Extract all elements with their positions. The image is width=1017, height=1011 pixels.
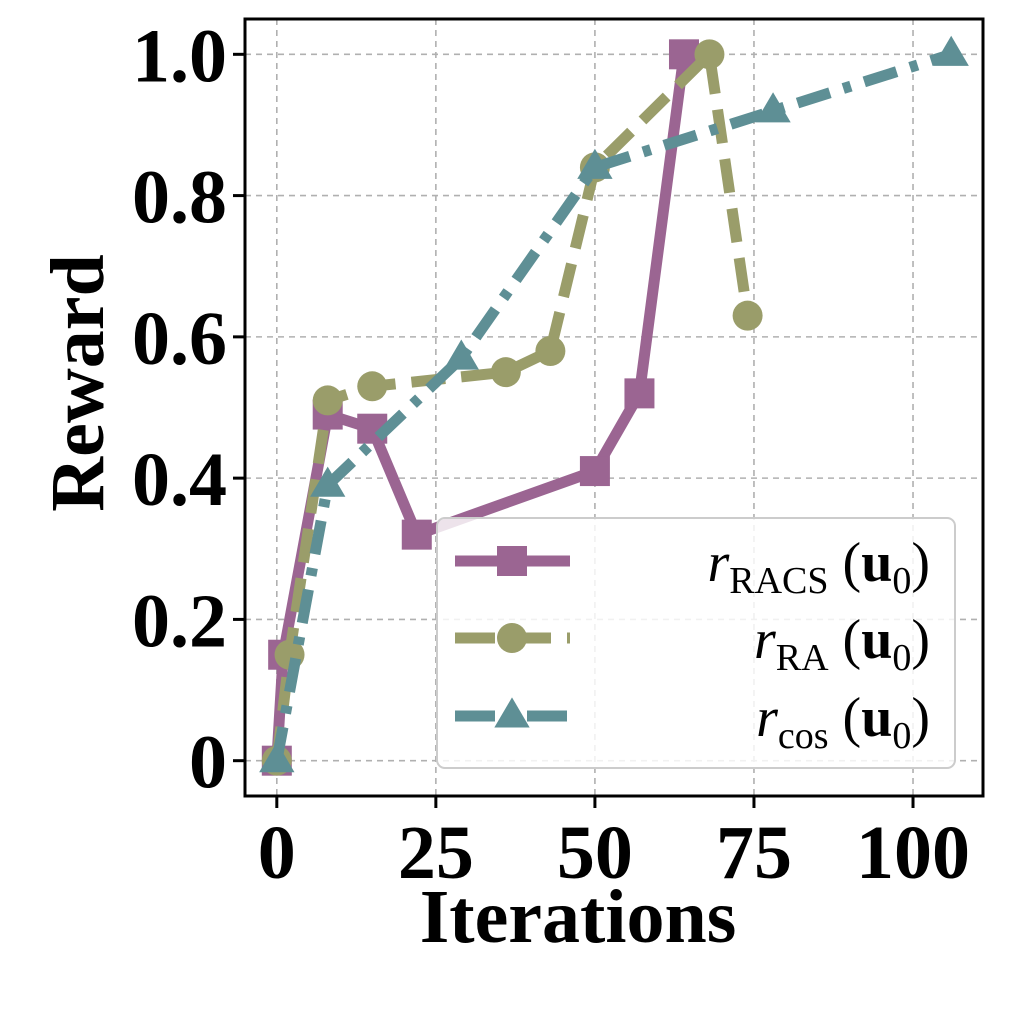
data-point	[579, 456, 610, 487]
legend-marker	[497, 546, 527, 576]
legend-box	[436, 517, 956, 769]
legend-item: rcos (u0)	[455, 687, 930, 757]
data-point	[624, 378, 655, 409]
data-point	[401, 519, 432, 550]
ticks: 0 25 50 75 100 0 0.2 0.4 0.6 0.8 1.0	[132, 14, 970, 895]
x-tick-label: 50	[557, 811, 633, 895]
y-tick-label: 0.4	[132, 438, 227, 522]
y-axis-label: Reward	[36, 254, 120, 512]
x-tick-label: 100	[856, 811, 970, 895]
legend-marker	[497, 623, 527, 653]
data-point	[259, 742, 295, 773]
y-tick-label: 0.2	[132, 579, 227, 663]
legend-item: rRACS (u0)	[455, 532, 930, 602]
series-3	[259, 35, 969, 773]
data-point	[755, 92, 791, 123]
data-point	[933, 35, 969, 66]
legend-label: rRACS (u0)	[707, 532, 930, 602]
plot-frame	[243, 17, 985, 798]
y-tick-label: 1.0	[132, 14, 227, 98]
legend-label: rRA (u0)	[754, 609, 930, 679]
series-line	[271, 49, 953, 762]
data-point	[357, 371, 388, 402]
y-tick-label: 0.6	[132, 297, 227, 381]
x-tick-label: 0	[258, 811, 296, 895]
data-point	[694, 39, 725, 70]
data-point	[577, 148, 613, 179]
data-point	[310, 466, 346, 497]
x-tick-label: 25	[398, 811, 474, 895]
x-axis-label: Iterations	[420, 875, 737, 959]
legend-marker	[494, 697, 530, 728]
series-layer	[259, 35, 969, 776]
legend: rRACS (u0)rRA (u0) rcos (u0)	[436, 517, 956, 769]
data-point	[443, 339, 479, 370]
y-tick-label: 0.8	[132, 156, 227, 240]
data-point	[535, 335, 566, 366]
legend-label: rcos (u0)	[756, 687, 930, 757]
legend-item: rRA (u0)	[455, 609, 930, 679]
data-point	[312, 385, 343, 416]
y-tick-label: 0	[189, 721, 227, 805]
x-tick-label: 75	[716, 811, 792, 895]
data-point	[732, 300, 763, 331]
data-point	[490, 357, 521, 388]
